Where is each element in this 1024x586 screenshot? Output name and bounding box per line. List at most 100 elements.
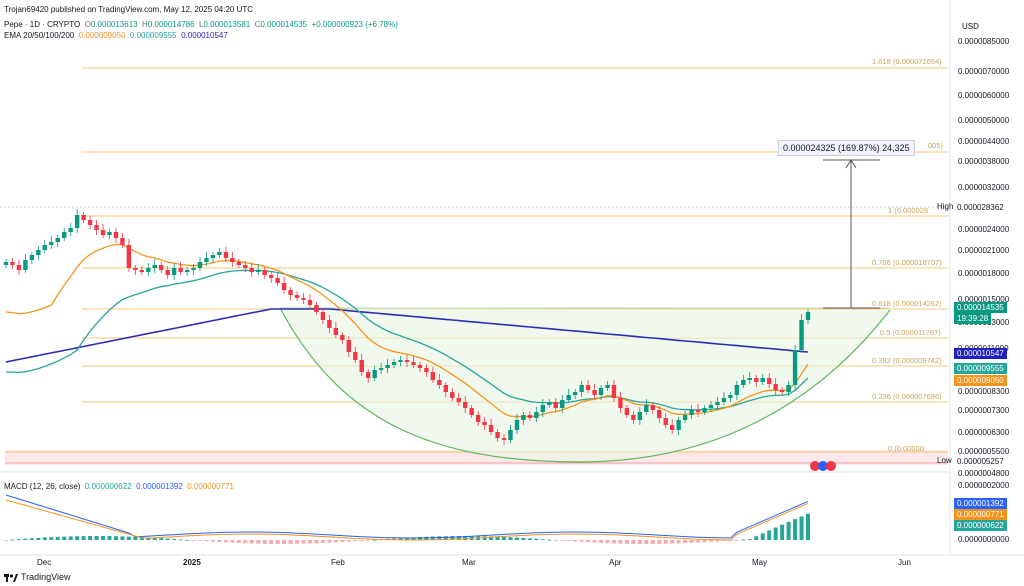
candle-body	[107, 232, 112, 235]
candle-body	[404, 360, 410, 362]
ema-legend[interactable]: EMA 20/50/100/200 0.000009050 0.00000955…	[4, 31, 228, 40]
ema20-tag: 0.000009050	[954, 375, 1007, 386]
price-tick: 0.0000015000	[958, 295, 1010, 304]
macd-bar	[495, 536, 500, 540]
candle-body	[55, 238, 60, 242]
candle-body	[288, 290, 293, 295]
macd-bar	[450, 536, 455, 540]
event-marker	[818, 461, 828, 471]
macd-bar	[159, 538, 164, 540]
candle-body	[146, 268, 151, 272]
price-tick: 0.0000024000	[958, 225, 1010, 234]
macd-bar	[547, 539, 552, 541]
macd-bar	[405, 537, 409, 540]
ema50-tag: 0.000009555	[954, 363, 1007, 374]
candle-body	[805, 312, 811, 320]
candle-body	[191, 268, 196, 270]
candle-body	[133, 268, 138, 270]
ema100-tag: 0.000010547	[954, 348, 1007, 359]
candle-body	[159, 265, 164, 270]
candle-body	[398, 360, 403, 362]
candle-body	[495, 432, 500, 438]
candle-body	[365, 372, 371, 378]
macd-bar	[340, 540, 345, 542]
candle-body	[521, 415, 526, 420]
macd-bar	[230, 540, 235, 543]
high-value-tag: 0.000028362	[954, 202, 1007, 213]
price-tick: 0.0000006300	[958, 428, 1010, 437]
candle-body	[501, 438, 507, 440]
candle-body	[275, 278, 280, 283]
candle-body	[566, 395, 571, 400]
candle-body	[223, 252, 229, 258]
symbol-label[interactable]: Pepe · 1D · CRYPTO	[4, 20, 81, 29]
macd-bar	[301, 540, 306, 544]
time-label-dec: Dec	[37, 558, 52, 567]
low-zone	[5, 450, 948, 465]
macd-bar	[456, 536, 461, 540]
price-tick: 0.0000021000	[958, 246, 1010, 255]
macd-bar	[191, 540, 196, 541]
candle-body	[773, 384, 778, 390]
high-label: High	[937, 202, 954, 211]
event-marker	[826, 461, 836, 471]
macd-bar	[204, 540, 209, 542]
cup-fill	[280, 308, 890, 462]
candle-body	[741, 380, 746, 385]
macd-bar	[269, 540, 274, 544]
candle-body	[94, 225, 99, 230]
price-tick: 0.0000085000	[958, 37, 1010, 46]
candle-body	[340, 335, 345, 340]
price-tick: 0.0000008300	[958, 387, 1010, 396]
candle-body	[443, 385, 449, 392]
ema50-line	[5, 269, 809, 411]
macd-bar	[333, 540, 338, 543]
macd-bar	[372, 539, 377, 541]
macd-bar	[36, 537, 41, 540]
tradingview-logo[interactable]: TradingView	[4, 572, 71, 582]
candle-body	[534, 412, 539, 418]
macd-bar	[327, 540, 332, 543]
candle-body	[327, 320, 332, 328]
candle-body	[417, 365, 423, 368]
fib-label-1272: 005)	[928, 141, 944, 150]
macd-bar	[295, 540, 300, 544]
fib-label-382: 0.382 (0.000009742)	[872, 356, 942, 365]
macd-bar	[624, 540, 629, 544]
candle-body	[456, 398, 461, 402]
macd-bar	[282, 540, 287, 544]
macd-bar	[482, 536, 487, 540]
candle-body	[702, 408, 707, 412]
candle-body	[184, 270, 190, 272]
candle-body	[631, 415, 636, 420]
macd-bar	[463, 536, 468, 540]
macd-bar	[139, 537, 144, 540]
time-label-mar: Mar	[462, 558, 476, 567]
macd-bar	[586, 540, 591, 543]
price-axis[interactable]: 0.0000085000 0.0000070000 0.0000060000 0.00…	[958, 0, 1024, 560]
macd-bar	[346, 540, 351, 542]
macd-line	[5, 494, 809, 539]
candle-body	[333, 328, 339, 335]
time-label-feb: Feb	[331, 558, 345, 567]
fib-label-1: 1 (0.000028	[888, 206, 929, 215]
price-tick: 0.0000050000	[958, 116, 1010, 125]
macd-bar	[650, 540, 655, 544]
macd-tick: 0.0000000000	[958, 535, 1010, 544]
macd-legend[interactable]: MACD (12, 26, close) 0.000000622 0.00000…	[4, 482, 234, 491]
macd-tag-2: 0.000000771	[954, 509, 1007, 520]
macd-bar	[256, 540, 261, 544]
candle-body	[676, 420, 681, 430]
fib-label-236: 0.236 (0.000007696)	[872, 392, 942, 401]
candle-body	[624, 408, 630, 415]
signal-line	[5, 499, 809, 541]
macd-bar	[715, 540, 720, 542]
candle-body	[786, 385, 791, 392]
candle-body	[23, 260, 28, 270]
macd-bar	[566, 540, 571, 541]
candle-body	[230, 258, 235, 262]
macd-bar	[670, 540, 675, 544]
price-tick: 0.0000044000	[958, 137, 1010, 146]
macd-bar	[637, 540, 642, 544]
